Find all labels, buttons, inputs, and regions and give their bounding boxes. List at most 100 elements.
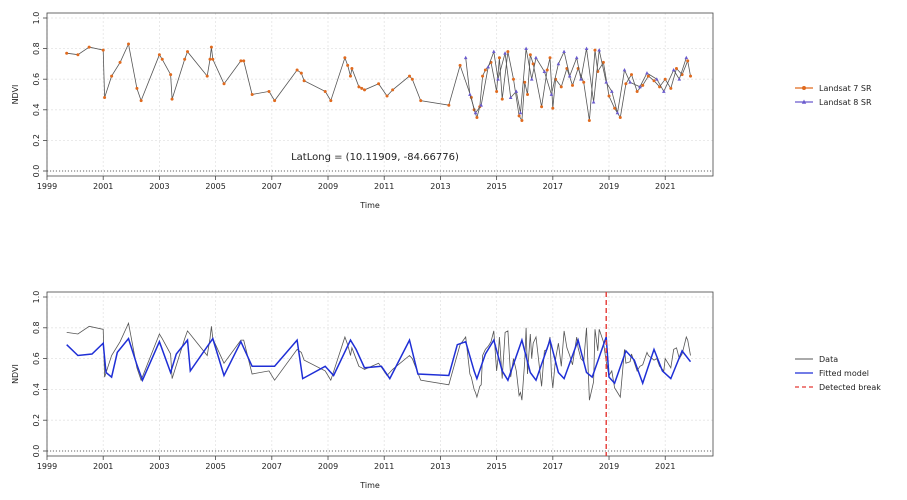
x-axis-label: Time bbox=[359, 481, 380, 490]
x-tick-label: 2015 bbox=[486, 182, 506, 191]
data-point bbox=[518, 110, 523, 115]
data-point bbox=[613, 106, 617, 110]
x-tick-label: 2009 bbox=[318, 462, 338, 471]
x-tick-label: 2005 bbox=[205, 462, 225, 471]
data-point bbox=[357, 85, 361, 89]
data-point bbox=[208, 57, 212, 61]
data-point bbox=[628, 80, 632, 84]
x-tick-label: 2019 bbox=[599, 182, 619, 191]
x-tick-label: 2007 bbox=[262, 462, 282, 471]
data-point bbox=[473, 110, 478, 115]
data-point bbox=[671, 68, 676, 72]
data-point bbox=[508, 95, 513, 99]
y-tick-label: 0.0 bbox=[32, 165, 41, 178]
data-point bbox=[654, 77, 659, 81]
data-point bbox=[542, 69, 547, 73]
data-point bbox=[615, 110, 620, 115]
data-point bbox=[570, 83, 574, 87]
data-point bbox=[273, 99, 277, 103]
data-point bbox=[622, 68, 627, 72]
data-point bbox=[645, 71, 649, 75]
data-point bbox=[524, 46, 528, 50]
x-tick-label: 2011 bbox=[374, 462, 394, 471]
data-point bbox=[503, 51, 507, 55]
data-point bbox=[186, 50, 190, 54]
x-tick-label: 2017 bbox=[543, 182, 563, 191]
y-tick-label: 0.2 bbox=[32, 414, 41, 427]
data-point bbox=[329, 99, 333, 103]
x-tick-label: 2015 bbox=[486, 462, 506, 471]
data-point bbox=[584, 46, 589, 50]
data-point bbox=[267, 89, 271, 93]
data-point bbox=[496, 77, 500, 81]
x-tick-label: 2009 bbox=[318, 182, 338, 191]
x-tick-label: 2019 bbox=[599, 462, 619, 471]
data-point bbox=[139, 99, 143, 103]
legend-marker bbox=[801, 99, 807, 104]
data-point bbox=[556, 61, 561, 66]
data-point bbox=[548, 56, 552, 60]
y-tick-label: 1.0 bbox=[32, 291, 41, 304]
data-point bbox=[346, 63, 350, 67]
data-point bbox=[545, 68, 549, 72]
data-point bbox=[607, 94, 611, 98]
data-point bbox=[526, 93, 530, 96]
series-line bbox=[66, 321, 691, 401]
legend-label: Landsat 8 SR bbox=[819, 98, 872, 107]
data-point bbox=[593, 48, 597, 52]
x-tick-label: 2007 bbox=[262, 182, 282, 191]
data-point bbox=[126, 42, 130, 46]
data-point bbox=[242, 59, 246, 63]
data-point bbox=[511, 77, 515, 81]
x-tick-label: 1999 bbox=[37, 462, 57, 471]
data-point bbox=[520, 119, 524, 123]
data-point bbox=[118, 60, 122, 64]
data-point bbox=[604, 80, 609, 84]
data-point bbox=[610, 89, 614, 93]
data-point bbox=[385, 94, 389, 98]
data-point bbox=[343, 56, 347, 60]
data-point bbox=[531, 62, 535, 66]
data-point bbox=[534, 55, 538, 60]
data-point bbox=[635, 89, 639, 93]
legend-label: Detected break bbox=[819, 383, 881, 392]
x-tick-label: 2013 bbox=[430, 182, 450, 191]
data-point bbox=[170, 97, 174, 101]
data-point bbox=[506, 50, 510, 54]
data-point bbox=[497, 56, 501, 60]
data-point bbox=[492, 49, 496, 54]
x-tick-label: 2021 bbox=[655, 182, 675, 191]
data-point bbox=[468, 92, 472, 96]
data-point bbox=[348, 74, 352, 78]
data-point bbox=[646, 74, 650, 78]
data-point bbox=[239, 59, 243, 63]
legend-marker bbox=[802, 86, 806, 90]
data-point bbox=[641, 83, 645, 87]
x-tick-label: 2013 bbox=[430, 462, 450, 471]
x-tick-label: 2017 bbox=[543, 462, 563, 471]
data-point bbox=[479, 103, 483, 107]
data-point bbox=[299, 71, 303, 75]
data-point bbox=[662, 89, 666, 93]
y-tick-label: 0.0 bbox=[32, 445, 41, 458]
data-point bbox=[523, 80, 527, 84]
data-point bbox=[222, 82, 226, 86]
data-point bbox=[495, 89, 499, 93]
legend-label: Fitted model bbox=[819, 369, 869, 378]
y-tick-label: 0.8 bbox=[32, 42, 41, 55]
data-point bbox=[624, 82, 628, 86]
data-point bbox=[528, 53, 532, 57]
legend-label: Data bbox=[819, 355, 838, 364]
data-point bbox=[684, 55, 689, 60]
data-point bbox=[686, 59, 690, 63]
plot-frame bbox=[46, 291, 714, 457]
latlong-annotation: LatLong = (10.11909, -84.66776) bbox=[291, 152, 459, 163]
data-point bbox=[689, 74, 693, 78]
y-tick-label: 0.4 bbox=[32, 103, 41, 116]
data-point bbox=[483, 68, 487, 72]
y-tick-label: 0.6 bbox=[32, 352, 41, 365]
data-point bbox=[160, 57, 164, 61]
data-point bbox=[103, 96, 107, 100]
data-point bbox=[529, 77, 534, 81]
data-point bbox=[169, 73, 173, 77]
